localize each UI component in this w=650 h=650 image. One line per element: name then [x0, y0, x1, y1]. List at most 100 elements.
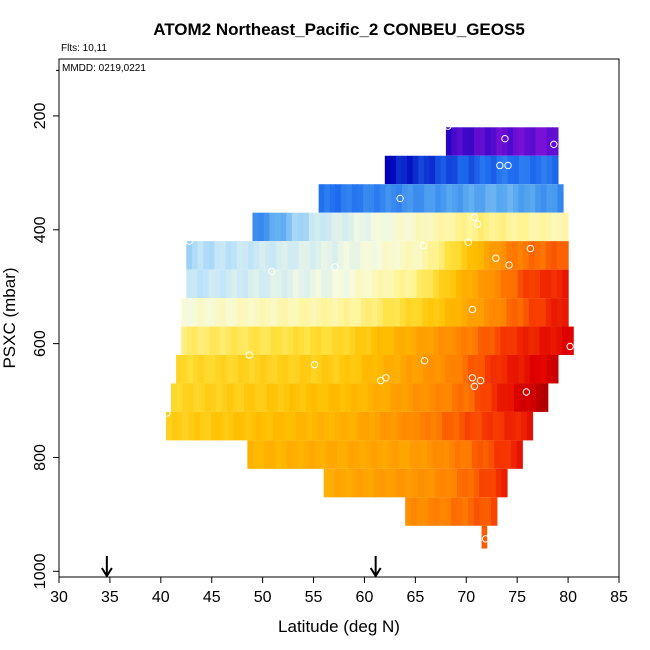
heat-cell	[539, 326, 546, 355]
heat-cell	[477, 326, 485, 355]
heat-cell	[326, 326, 333, 355]
heat-cell	[385, 411, 393, 441]
heat-cell	[507, 155, 514, 185]
heat-cell	[374, 411, 381, 441]
heat-cell	[427, 241, 434, 270]
y-tick-label: 1000	[32, 553, 49, 589]
heat-cell	[446, 155, 453, 185]
heat-cell	[440, 383, 448, 412]
heat-cell	[445, 355, 452, 384]
heat-cell	[410, 440, 417, 469]
heat-cell	[270, 326, 277, 355]
heat-cell	[368, 411, 376, 441]
heat-cell	[298, 298, 306, 327]
heat-cell	[562, 269, 569, 299]
observation-marker	[526, 244, 535, 253]
heat-cell	[485, 184, 492, 213]
heat-cell	[221, 355, 228, 384]
heat-cell	[438, 326, 445, 355]
heat-cell	[227, 383, 234, 412]
heat-cell	[457, 127, 464, 156]
heat-cell	[186, 269, 193, 299]
heat-cell	[236, 269, 244, 299]
heat-cell	[455, 326, 462, 355]
heat-cell	[445, 127, 453, 156]
heat-cell	[348, 440, 355, 469]
heat-cell	[460, 440, 467, 469]
heat-cell	[399, 298, 407, 327]
heat-cell	[270, 241, 277, 270]
heat-cell	[346, 184, 353, 213]
heat-cell	[353, 212, 361, 242]
heat-cell	[232, 355, 239, 384]
heat-cell	[406, 355, 413, 384]
observation-marker	[496, 161, 504, 170]
heat-cell	[429, 184, 436, 213]
x-tick-label: 50	[254, 589, 272, 606]
heat-cell	[533, 326, 541, 355]
heat-cell	[292, 440, 299, 469]
x-axis: 30 35 40 45 50 55 60 65 70 75 80 85	[50, 576, 628, 606]
heat-cell	[276, 326, 283, 355]
heat-cell	[312, 411, 319, 441]
heat-cell	[524, 184, 531, 213]
heat-cell	[337, 326, 345, 355]
heat-cell	[282, 355, 289, 384]
heat-cell	[304, 326, 311, 355]
heat-cell	[517, 298, 524, 327]
heat-cell	[410, 326, 417, 355]
x-tick-label: 65	[406, 589, 424, 606]
observation-marker	[522, 388, 531, 396]
heat-cell	[371, 298, 379, 327]
heat-cell	[422, 298, 429, 327]
heat-cell	[457, 383, 464, 412]
heat-cell	[428, 497, 435, 526]
heat-cell	[439, 497, 446, 526]
heat-cell	[421, 326, 429, 355]
heat-cell	[371, 241, 378, 270]
heat-cell	[379, 383, 386, 412]
heat-cell	[419, 411, 426, 441]
heat-cell	[399, 326, 406, 355]
heat-cell	[192, 355, 200, 384]
heat-cell	[181, 298, 188, 327]
heat-cell	[331, 212, 338, 242]
heat-cell	[401, 155, 408, 185]
heat-cell	[551, 241, 558, 270]
heat-cell	[264, 269, 272, 299]
heat-cell	[233, 411, 240, 441]
heat-cell	[540, 269, 547, 299]
heat-cell	[494, 212, 502, 242]
heat-cell	[477, 212, 485, 242]
heat-cell	[337, 269, 345, 299]
heat-cell	[523, 212, 530, 242]
heat-cell	[473, 468, 480, 498]
heat-cell	[181, 326, 188, 355]
heat-cell	[221, 383, 228, 412]
heat-cell	[433, 241, 440, 270]
heat-cell	[457, 184, 464, 213]
heat-cell	[254, 298, 261, 327]
heat-cell	[248, 241, 255, 270]
heat-cell	[356, 383, 363, 412]
heat-cell	[496, 355, 503, 384]
heat-cell	[491, 497, 498, 526]
heat-cell	[410, 241, 418, 270]
heat-cell	[326, 241, 333, 270]
heat-cell	[422, 269, 429, 299]
heat-cell	[222, 411, 229, 441]
heat-cell	[373, 468, 380, 498]
heat-cell	[513, 184, 520, 213]
heat-cell	[249, 355, 256, 384]
heat-cell	[484, 355, 492, 384]
heat-cell	[343, 241, 350, 270]
heat-cell	[389, 355, 396, 384]
heat-cell	[481, 411, 488, 441]
heat-cell	[472, 269, 479, 299]
heat-cell	[276, 298, 283, 327]
heat-cell	[454, 440, 462, 469]
heat-cell	[461, 298, 468, 327]
heat-cell	[282, 298, 289, 327]
observation-marker	[505, 261, 513, 269]
heat-cell	[357, 184, 364, 213]
